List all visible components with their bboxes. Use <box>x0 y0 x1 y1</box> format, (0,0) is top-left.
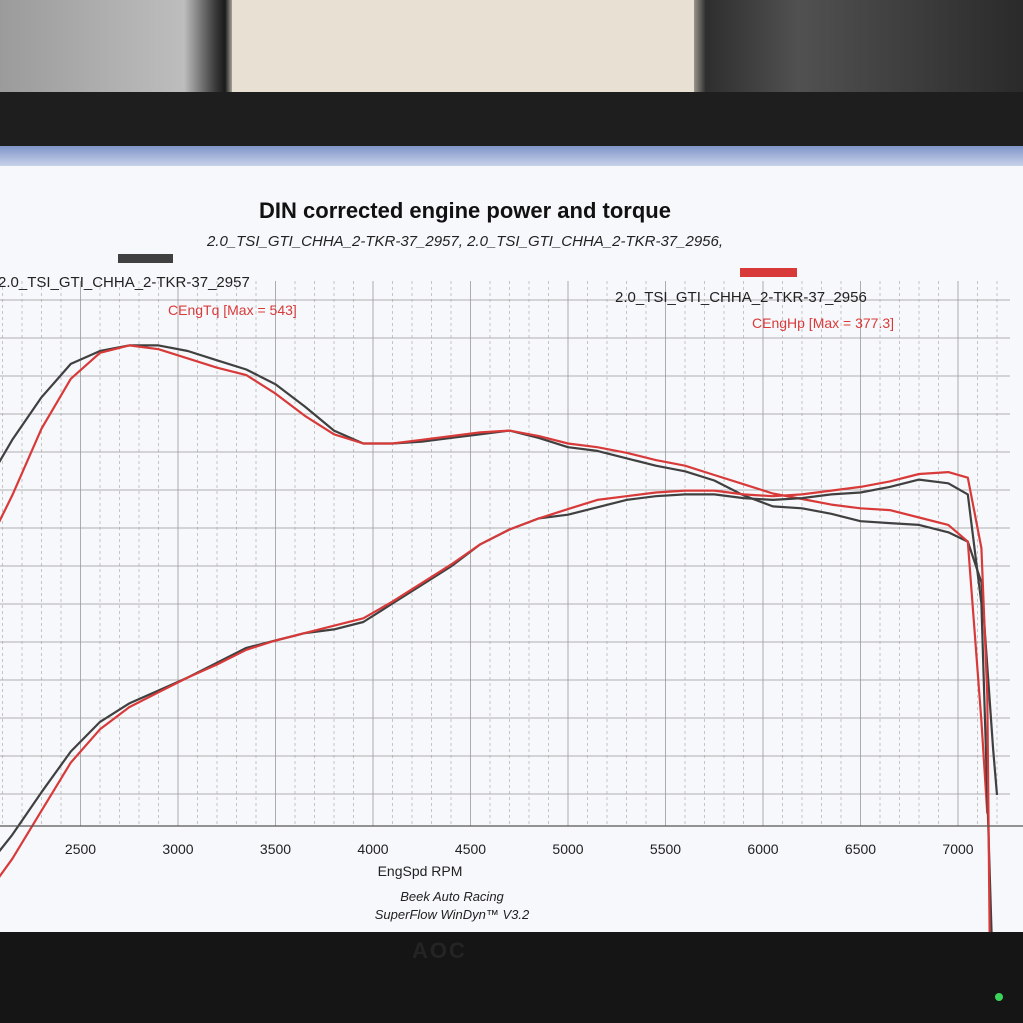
x-tick-labels: 2500 3000 3500 4000 4500 5000 5500 6000 6500 7000 <box>65 841 974 857</box>
x-tick-label: 3000 <box>162 841 193 857</box>
x-tick-label: 6500 <box>845 841 876 857</box>
x-tick-label: 5000 <box>552 841 583 857</box>
monitor-brand-logo: AOC <box>412 938 467 963</box>
x-tick-label: 5500 <box>650 841 681 857</box>
chart-grid <box>0 281 1010 826</box>
chart-title: DIN corrected engine power and torque <box>259 198 671 223</box>
monitor-bezel-bottom <box>0 930 1023 1023</box>
x-tick-label: 7000 <box>942 841 973 857</box>
torque-max-annotation: CEngTq [Max = 543] <box>168 302 297 318</box>
x-tick-label: 2500 <box>65 841 96 857</box>
legend-label-2956: 2.0_TSI_GTI_CHHA_2-TKR-37_2956 <box>615 289 867 306</box>
chart-subtitle: 2.0_TSI_GTI_CHHA_2-TKR-37_2957, 2.0_TSI_… <box>206 233 723 250</box>
x-tick-label: 3500 <box>260 841 291 857</box>
footer-line-2: SuperFlow WinDyn™ V3.2 <box>375 907 530 922</box>
dyno-chart: 2500 3000 3500 4000 4500 5000 5500 6000 6500 7000… <box>0 198 1023 932</box>
x-tick-label: 4000 <box>357 841 388 857</box>
power-led-icon <box>995 993 1003 1001</box>
window-title-bar <box>0 146 1023 166</box>
series-line-power-2956 <box>0 471 991 932</box>
background-paper <box>232 0 694 110</box>
legend-swatch-2956 <box>740 268 797 277</box>
series-line-power-2957 <box>0 478 993 932</box>
x-axis-label: EngSpd RPM <box>378 863 463 879</box>
monitor-screen: 2500 3000 3500 4000 4500 5000 5500 6000 6500 7000… <box>0 146 1023 932</box>
x-tick-label: 6000 <box>747 841 778 857</box>
power-max-annotation: CEngHp [Max = 377.3] <box>752 315 894 331</box>
series-line-torque-2956 <box>0 344 989 814</box>
x-tick-label: 4500 <box>455 841 486 857</box>
footer-line-1: Beek Auto Racing <box>400 889 504 904</box>
legend-label-2957: 2.0_TSI_GTI_CHHA_2-TKR-37_2957 <box>0 274 250 291</box>
series-line-torque-2957 <box>0 344 999 796</box>
chart-series <box>0 344 999 932</box>
legend-swatch-2957 <box>118 254 173 263</box>
